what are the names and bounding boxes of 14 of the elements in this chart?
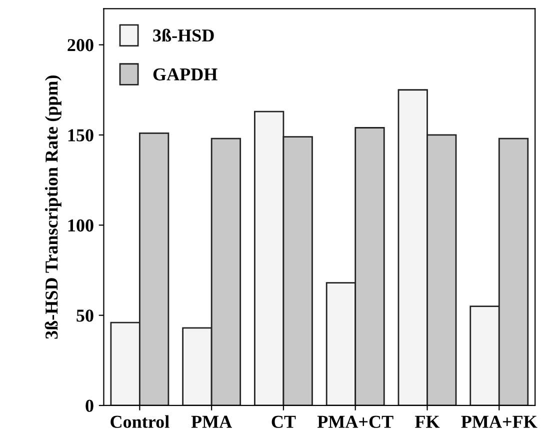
- y-tick-label: 200: [68, 39, 94, 52]
- y-tick-label: 0: [86, 400, 94, 412]
- y-tick-label: 150: [68, 129, 94, 142]
- x-tick-label: PMA: [191, 416, 232, 428]
- y-tick-label: 100: [68, 219, 94, 232]
- x-tick-label: FK: [415, 416, 440, 428]
- x-tick-label: CT: [272, 416, 296, 428]
- x-tick-label: PMA+FK: [461, 416, 538, 428]
- y-axis-title: 3ß-HSD Transcription Rate (ppm): [44, 76, 62, 339]
- legend-label: 3ß-HSD: [153, 28, 214, 42]
- y-tick-label: 50: [76, 310, 94, 322]
- x-tick-label: PMA+CT: [317, 416, 394, 428]
- legend-label: GAPDH: [153, 68, 218, 80]
- x-tick-label: Control: [110, 415, 170, 428]
